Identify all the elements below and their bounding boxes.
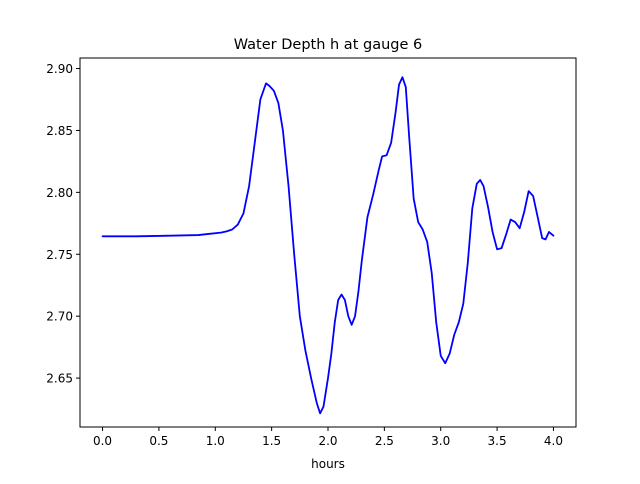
y-tick-label: 2.65 [46,372,73,386]
y-tick-label: 2.80 [46,186,73,200]
x-tick-label: 2.0 [318,434,337,448]
x-tick-label: 3.0 [431,434,450,448]
series-line-0 [101,76,555,415]
y-tick-label: 2.90 [46,62,73,76]
chart-title: Water Depth h at gauge 6 [234,37,422,53]
y-tick-label: 2.70 [46,310,73,324]
x-tick-label: 3.5 [488,434,507,448]
y-tick-label: 2.85 [46,124,73,138]
plot-frame [79,57,577,428]
x-axis-label: hours [311,457,345,471]
x-tick-label: 0.0 [93,434,112,448]
x-tick-label: 1.5 [262,434,281,448]
x-tick-label: 1.0 [206,434,225,448]
x-tick-label: 0.5 [149,434,168,448]
x-tick-label: 4.0 [544,434,563,448]
plot-area [101,76,555,415]
x-tick-label: 2.5 [375,434,394,448]
y-axis: 2.65 2.70 2.75 2.80 2.85 2.90 [46,62,80,386]
x-axis: 0.0 0.5 1.0 1.5 2.0 2.5 3.0 3.5 4.0 [93,427,563,448]
y-tick-label: 2.75 [46,248,73,262]
